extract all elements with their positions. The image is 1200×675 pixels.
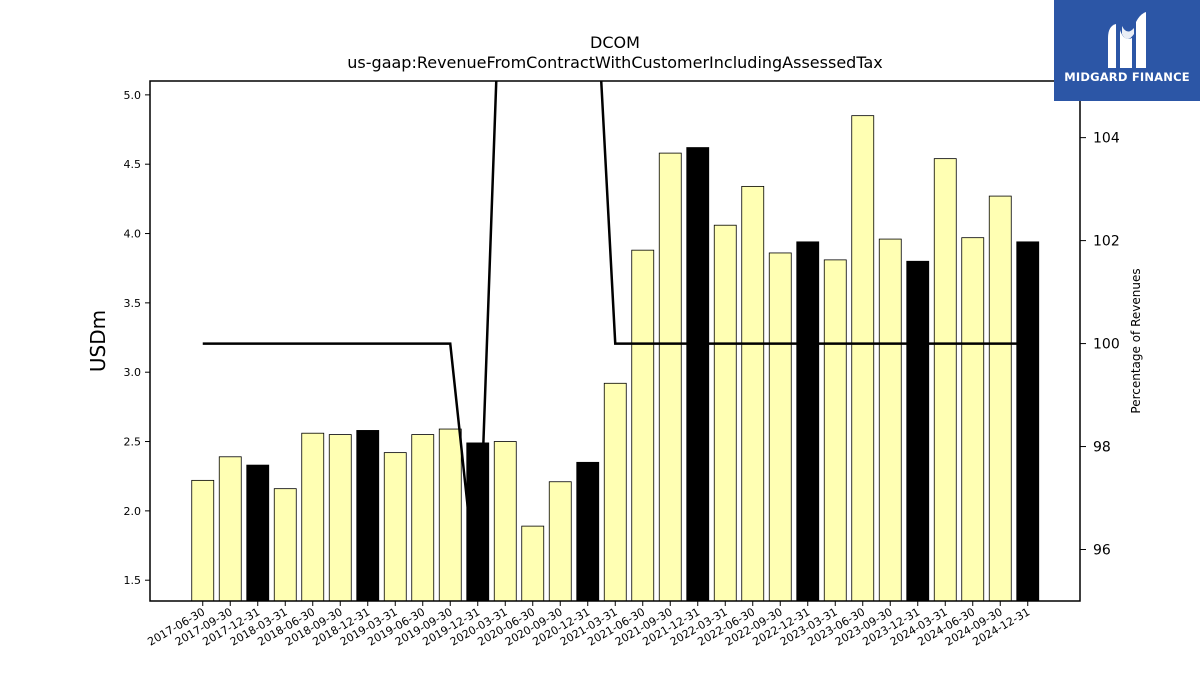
y2-tick-label: 96 bbox=[1093, 543, 1111, 559]
brand-logo: MIDGARD FINANCE bbox=[1054, 0, 1200, 101]
bar-2022-06-30 bbox=[741, 185, 765, 602]
bar-2021-12-31 bbox=[686, 147, 710, 602]
bar-2023-06-30 bbox=[851, 115, 875, 602]
y2-tick-label: 98 bbox=[1093, 440, 1111, 456]
bar-2024-03-31 bbox=[933, 158, 957, 602]
bar-2023-12-31 bbox=[906, 260, 930, 602]
bar-2019-09-30 bbox=[438, 428, 462, 602]
logo-mark-icon bbox=[1108, 12, 1146, 68]
y2-tick-label: 104 bbox=[1093, 131, 1120, 147]
y-tick-label: 4.5 bbox=[124, 158, 142, 171]
bar-2024-09-30 bbox=[988, 195, 1012, 602]
bar-2024-12-31 bbox=[1016, 241, 1040, 602]
x-axis-ticks: 2017-06-302017-09-302017-12-312018-03-31… bbox=[145, 601, 1032, 649]
bar-2018-12-31 bbox=[356, 430, 380, 602]
y2-axis-label: Percentage of Revenues bbox=[1129, 268, 1143, 413]
percentage-line bbox=[202, 81, 1028, 601]
bar-2019-06-30 bbox=[411, 434, 435, 602]
bar-2021-03-31 bbox=[603, 382, 627, 602]
bar-2020-06-30 bbox=[521, 525, 545, 602]
bar-2022-03-31 bbox=[713, 224, 737, 602]
y-tick-label: 2.5 bbox=[124, 436, 142, 449]
y-tick-label: 5.0 bbox=[124, 89, 142, 102]
bar-2017-12-31 bbox=[246, 464, 270, 602]
bar-2023-03-31 bbox=[823, 259, 847, 602]
chart-subtitle: us-gaap:RevenueFromContractWithCustomerI… bbox=[347, 53, 882, 72]
bar-2023-09-30 bbox=[878, 238, 902, 602]
logo-text: MIDGARD FINANCE bbox=[1064, 70, 1190, 84]
bar-2019-03-31 bbox=[383, 452, 407, 602]
y-axis-label: USDm bbox=[86, 310, 110, 372]
bar-2020-03-31 bbox=[493, 441, 517, 602]
bar-2020-12-31 bbox=[576, 461, 600, 602]
bar-2017-09-30 bbox=[218, 456, 242, 602]
line-group bbox=[202, 81, 1028, 601]
chart-title: DCOM bbox=[590, 33, 640, 52]
bar-2022-12-31 bbox=[796, 241, 820, 602]
bar-2018-03-31 bbox=[273, 488, 297, 602]
y-tick-label: 3.5 bbox=[124, 297, 142, 310]
y-tick-label: 1.5 bbox=[124, 574, 142, 587]
bar-2018-06-30 bbox=[301, 432, 325, 602]
bar-2021-09-30 bbox=[658, 152, 682, 602]
bar-2020-09-30 bbox=[548, 481, 572, 602]
bar-2017-06-30 bbox=[191, 479, 215, 602]
y-tick-label: 3.0 bbox=[124, 366, 142, 379]
y2-tick-label: 100 bbox=[1093, 337, 1120, 353]
bar-2022-09-30 bbox=[768, 252, 792, 602]
y-tick-label: 4.0 bbox=[124, 228, 142, 241]
bar-2021-06-30 bbox=[631, 249, 655, 602]
right-axis-ticks: 96 98 100 102 104 bbox=[1080, 131, 1120, 559]
y2-tick-label: 102 bbox=[1093, 234, 1120, 250]
bars-group bbox=[191, 115, 1040, 602]
bar-2018-09-30 bbox=[328, 434, 352, 602]
bar-2024-06-30 bbox=[961, 237, 985, 602]
left-axis-ticks: 1.5 2.0 2.5 3.0 3.5 4.0 4.5 5.0 bbox=[124, 89, 150, 587]
y-tick-label: 2.0 bbox=[124, 505, 142, 518]
